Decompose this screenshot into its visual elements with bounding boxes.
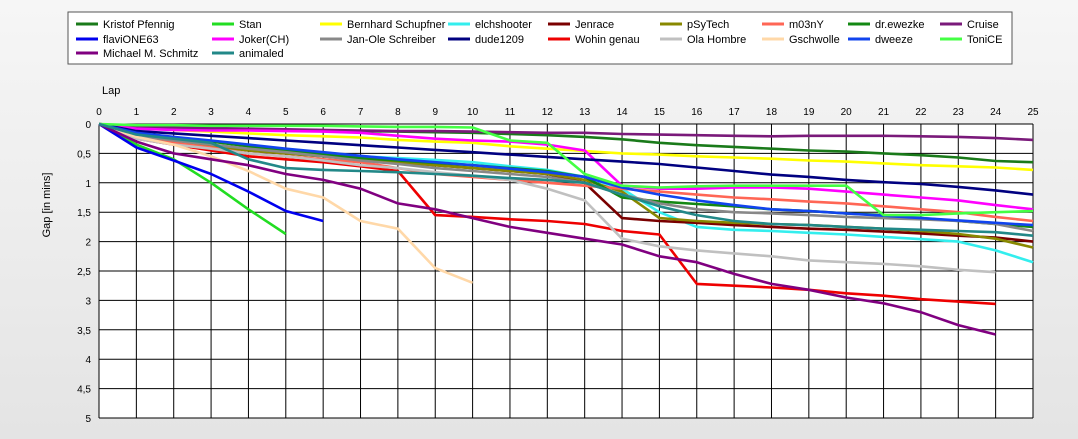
x-tick-label: 21 bbox=[878, 107, 890, 118]
y-tick-label: 0,5 bbox=[77, 149, 91, 160]
y-tick-label: 2,5 bbox=[77, 267, 91, 278]
x-tick-label: 15 bbox=[654, 107, 666, 118]
series-line-michael-m-schmitz bbox=[98, 122, 996, 336]
series-lines bbox=[98, 122, 1034, 336]
series-line-jan-ole-schreiber bbox=[98, 122, 1034, 233]
legend-label: Kristof Pfennig bbox=[103, 19, 175, 31]
series-line-dweeze bbox=[98, 122, 1034, 227]
x-tick-label: 19 bbox=[803, 107, 815, 118]
legend-label: Jenrace bbox=[575, 19, 614, 31]
x-tick-label: 25 bbox=[1027, 107, 1039, 118]
y-tick-label: 2 bbox=[85, 238, 91, 249]
x-tick-label: 14 bbox=[616, 107, 628, 118]
x-tick-label: 22 bbox=[915, 107, 927, 118]
y-tick-label: 1 bbox=[85, 179, 91, 190]
x-tick-label: 2 bbox=[171, 107, 177, 118]
y-tick-label: 0 bbox=[85, 120, 91, 131]
legend-label: animaled bbox=[239, 48, 284, 60]
legend-label: Bernhard Schupfner bbox=[347, 19, 446, 31]
legend-label: m03nY bbox=[789, 19, 825, 31]
x-tick-label: 6 bbox=[320, 107, 326, 118]
y-tick-label: 4 bbox=[85, 355, 91, 366]
legend-label: Wohin genau bbox=[575, 34, 640, 46]
y-axis-ticks: 0 0,5 1 1,5 2 2,5 3 3,5 4 4,5 5 bbox=[77, 120, 91, 425]
legend-label: Stan bbox=[239, 19, 262, 31]
series-line-tonice bbox=[98, 122, 1034, 217]
x-tick-label: 17 bbox=[729, 107, 741, 118]
x-tick-label: 9 bbox=[432, 107, 438, 118]
series-line-gschwolle bbox=[98, 122, 474, 285]
x-tick-label: 3 bbox=[208, 107, 214, 118]
y-tick-label: 1,5 bbox=[77, 208, 91, 219]
x-tick-label: 18 bbox=[766, 107, 778, 118]
legend: Kristof Pfennig Stan Bernhard Schupfner elc… bbox=[76, 19, 1002, 60]
legend-label: dr.ewezke bbox=[875, 19, 925, 31]
y-tick-label: 4,5 bbox=[77, 385, 91, 396]
x-tick-label: 8 bbox=[395, 107, 401, 118]
legend-label: elchshooter bbox=[475, 19, 532, 31]
legend-label: Gschwolle bbox=[789, 34, 840, 46]
x-tick-label: 1 bbox=[134, 107, 140, 118]
x-tick-label: 7 bbox=[358, 107, 364, 118]
x-tick-label: 23 bbox=[953, 107, 965, 118]
legend-label: Jan-Ole Schreiber bbox=[347, 34, 436, 46]
legend-label: ToniCE bbox=[967, 34, 1002, 46]
series-line-ola-hombre bbox=[98, 122, 996, 274]
legend-label: dweeze bbox=[875, 34, 913, 46]
x-axis-title: Lap bbox=[102, 85, 120, 97]
y-tick-label: 3,5 bbox=[77, 326, 91, 337]
y-tick-label: 3 bbox=[85, 296, 91, 307]
x-axis-ticks: 0 1 2 3 4 5 6 7 8 9 10 11 12 13 14 15 16 17 18 19 20 21 22 23 24… bbox=[96, 107, 1039, 118]
x-tick-label: 0 bbox=[96, 107, 102, 118]
x-tick-label: 12 bbox=[542, 107, 554, 118]
legend-label: Joker(CH) bbox=[239, 34, 289, 46]
series-line-flavione63 bbox=[98, 122, 324, 223]
x-tick-label: 5 bbox=[283, 107, 289, 118]
x-tick-label: 4 bbox=[246, 107, 252, 118]
y-tick-label: 5 bbox=[85, 414, 91, 425]
x-tick-label: 20 bbox=[841, 107, 853, 118]
legend-label: pSyTech bbox=[687, 19, 729, 31]
series-line-cruise bbox=[98, 122, 1034, 142]
x-tick-label: 16 bbox=[691, 107, 703, 118]
series-line-bernhard-schupfner bbox=[98, 122, 1034, 172]
series-line-wohin-genau bbox=[98, 122, 996, 306]
legend-box bbox=[67, 11, 1013, 65]
series-line-joker-ch- bbox=[98, 122, 1034, 211]
x-tick-label: 11 bbox=[505, 107, 516, 118]
series-line-stan bbox=[98, 122, 287, 236]
legend-label: Ola Hombre bbox=[687, 34, 746, 46]
legend-label: flaviONE63 bbox=[103, 34, 159, 46]
y-axis-title: Gap [in mins] bbox=[41, 173, 53, 238]
x-tick-label: 24 bbox=[990, 107, 1002, 118]
legend-label: Cruise bbox=[967, 19, 999, 31]
legend-label: dude1209 bbox=[475, 34, 524, 46]
x-tick-label: 13 bbox=[579, 107, 591, 118]
x-tick-label: 10 bbox=[467, 107, 479, 118]
series-line-animaled bbox=[98, 122, 1034, 237]
legend-label: Michael M. Schmitz bbox=[103, 48, 198, 60]
